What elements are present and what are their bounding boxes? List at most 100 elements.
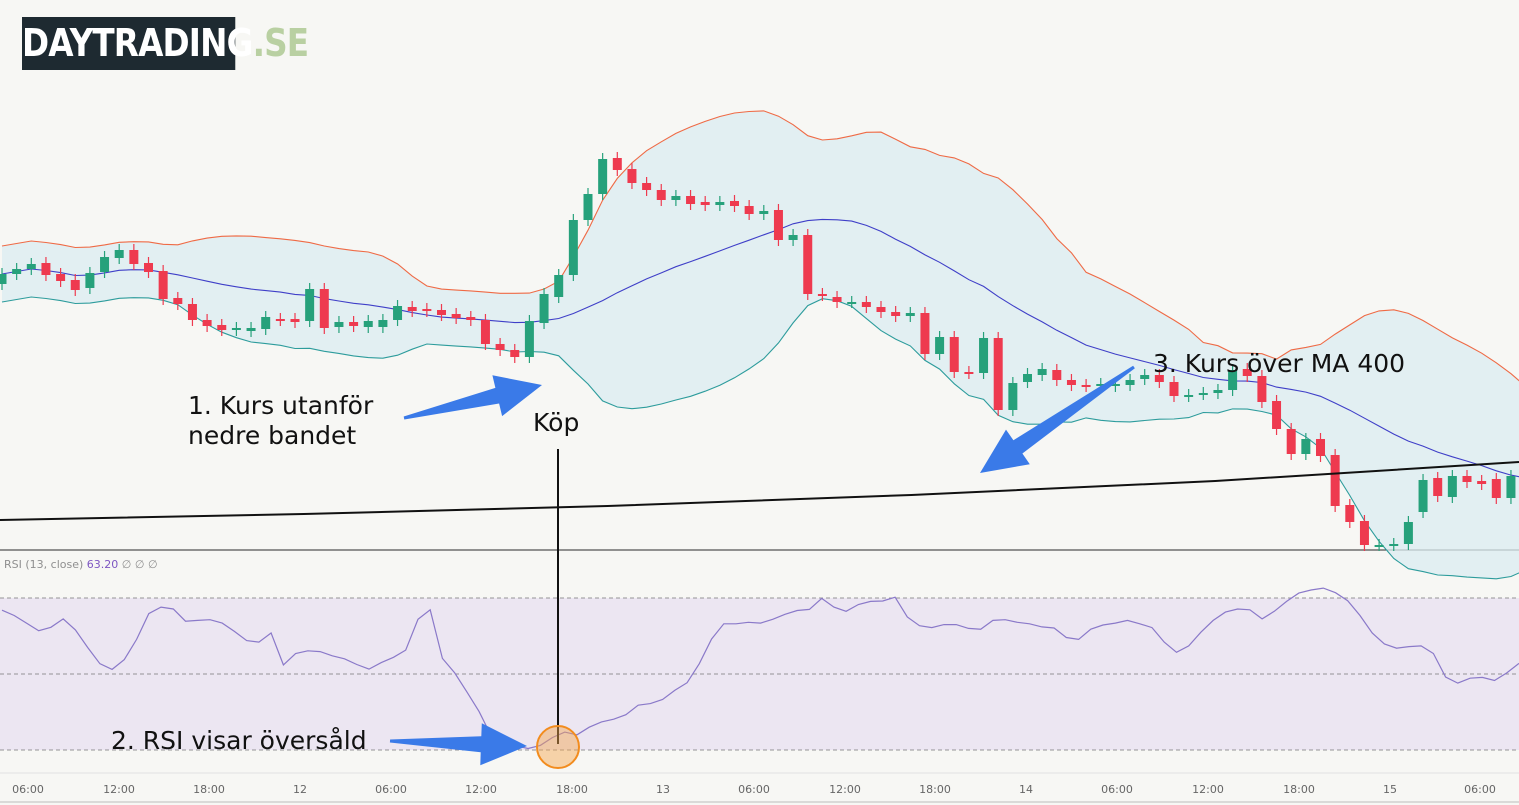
candle: [1272, 395, 1282, 435]
candle: [627, 163, 637, 189]
annotation-ma-400: 3. Kurs över MA 400: [1153, 349, 1406, 378]
candle-body: [964, 372, 974, 374]
candle: [656, 184, 666, 206]
x-tick-label: 18:00: [919, 783, 951, 796]
candle-body: [1081, 385, 1091, 387]
candle-body: [202, 320, 212, 326]
candle-body: [187, 304, 197, 320]
x-tick-label: 12:00: [829, 783, 861, 796]
candle: [773, 204, 783, 246]
arrow-to-rsi-icon: [389, 723, 527, 766]
candle-body: [612, 158, 622, 170]
candle-body: [1037, 369, 1047, 375]
candle-body: [949, 337, 959, 372]
logo-suffix-text: .SE: [252, 21, 310, 65]
candle: [144, 257, 153, 278]
candle-body: [1389, 544, 1399, 546]
candle-body: [715, 202, 725, 205]
candle-body: [290, 319, 300, 322]
x-tick-label: 12:00: [103, 783, 135, 796]
rsi-line: [1, 587, 1519, 750]
candle: [158, 265, 168, 305]
candle: [510, 344, 520, 363]
candle: [803, 229, 813, 300]
candle: [129, 244, 139, 270]
candle: [612, 152, 622, 176]
candle-body: [1477, 481, 1487, 484]
candle: [847, 296, 857, 308]
candle: [407, 301, 417, 317]
candle: [422, 303, 432, 317]
annotation-buy: Köp: [533, 408, 580, 437]
candle: [642, 177, 652, 196]
candle-body: [656, 190, 666, 200]
candle-body: [100, 257, 110, 272]
candle: [305, 283, 315, 327]
candle: [1125, 374, 1135, 391]
candle-body: [1301, 439, 1311, 454]
candle: [1037, 363, 1047, 381]
candle-body: [1257, 376, 1267, 402]
candle-body: [1184, 395, 1194, 397]
candle-body: [1462, 476, 1472, 482]
candle: [1462, 470, 1472, 488]
candle-body: [1066, 380, 1076, 385]
candle: [700, 196, 710, 211]
candle-body: [627, 169, 637, 183]
candle-body: [876, 307, 886, 312]
candle-body: [671, 196, 681, 200]
candle: [202, 314, 212, 332]
candle: [1081, 379, 1091, 392]
candle-body: [393, 306, 403, 320]
candle: [1316, 433, 1325, 462]
arrow-to-buy-icon: [403, 375, 542, 420]
candle: [1169, 376, 1179, 402]
candle: [114, 244, 124, 264]
candle-body: [246, 328, 256, 331]
candle-body: [554, 275, 564, 297]
candle: [1066, 374, 1076, 391]
candle: [290, 313, 300, 328]
candle: [26, 258, 36, 275]
candle-body: [979, 338, 989, 373]
candle: [1330, 449, 1340, 512]
candle: [319, 283, 329, 334]
candle: [1286, 423, 1296, 460]
candle-body: [1316, 439, 1325, 456]
candle-body: [451, 314, 461, 318]
candle: [1154, 369, 1164, 388]
annotation-rsi-oversold: 2. RSI visar översåld: [111, 726, 367, 755]
candle: [832, 291, 842, 308]
candle: [1491, 473, 1501, 504]
candle: [12, 263, 22, 280]
candle-body: [759, 211, 769, 214]
candle-body: [744, 206, 754, 214]
candle-body: [1008, 383, 1018, 410]
candle: [1184, 389, 1194, 402]
candle-body: [231, 328, 241, 330]
candle-body: [70, 280, 80, 290]
candle: [246, 322, 256, 337]
candle: [861, 296, 871, 313]
candle-body: [334, 322, 344, 327]
candle: [261, 311, 271, 335]
candle-body: [700, 202, 710, 205]
candle: [905, 307, 915, 322]
x-tick-label: 15: [1383, 783, 1397, 796]
annotations-layer: [389, 365, 1135, 769]
candle-body: [935, 337, 945, 354]
candle-body: [114, 250, 124, 258]
candle: [935, 331, 945, 360]
candle-body: [12, 269, 22, 274]
candle-body: [466, 317, 476, 320]
candle: [1228, 364, 1238, 396]
candle: [1198, 387, 1208, 400]
candle-body: [847, 302, 857, 304]
candle: [876, 301, 886, 318]
candle-body: [642, 183, 652, 190]
rsi-legend: RSI (13, close) 63.20 ∅ ∅ ∅: [4, 558, 158, 571]
x-tick-label: 18:00: [193, 783, 225, 796]
candle-body: [1125, 380, 1135, 385]
